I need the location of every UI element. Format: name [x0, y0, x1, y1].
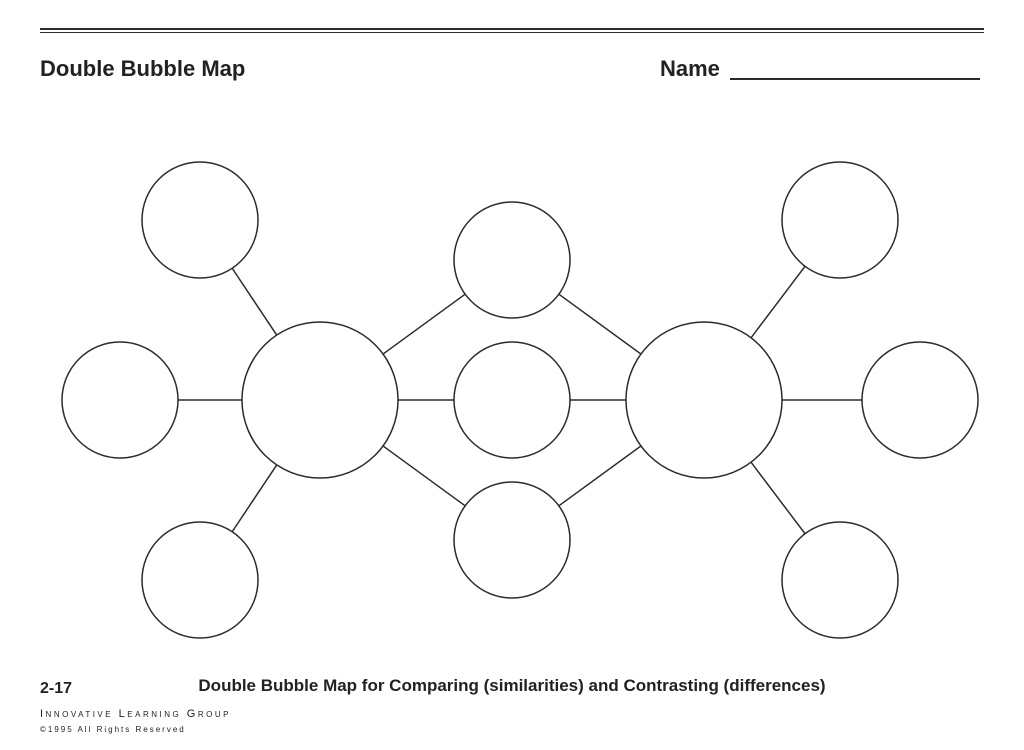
bubble-sharedBot	[454, 482, 570, 598]
bubble-sharedMid	[454, 342, 570, 458]
header-rule-bottom	[40, 32, 984, 33]
edge-rightHub-sharedTop	[559, 294, 641, 354]
header-rule-top	[40, 28, 984, 30]
edge-rightHub-rightTop	[751, 266, 805, 337]
diagram-container	[40, 100, 984, 660]
edge-rightHub-sharedBot	[559, 446, 641, 506]
page-title: Double Bubble Map	[40, 56, 245, 82]
diagram-caption: Double Bubble Map for Comparing (similar…	[0, 676, 1024, 696]
edge-rightHub-rightBot	[751, 462, 805, 533]
edge-leftHub-sharedBot	[383, 446, 465, 506]
worksheet-page: Double Bubble Map Name 2-17 Double Bubbl…	[0, 0, 1024, 750]
bubble-rightTop	[782, 162, 898, 278]
name-input-line[interactable]	[730, 78, 980, 80]
publisher-name: Innovative Learning Group	[40, 708, 231, 720]
bubble-leftBot	[142, 522, 258, 638]
copyright-text: ©1995 All Rights Reserved	[40, 725, 186, 734]
edge-leftHub-leftTop	[232, 268, 277, 335]
name-label: Name	[660, 56, 720, 82]
bubble-leftHub	[242, 322, 398, 478]
bubble-rightBot	[782, 522, 898, 638]
bubble-rightMid	[862, 342, 978, 458]
double-bubble-diagram	[40, 100, 984, 660]
bubble-sharedTop	[454, 202, 570, 318]
edge-leftHub-leftBot	[232, 465, 277, 532]
bubble-leftMid	[62, 342, 178, 458]
bubble-rightHub	[626, 322, 782, 478]
bubble-leftTop	[142, 162, 258, 278]
edge-leftHub-sharedTop	[383, 294, 465, 354]
